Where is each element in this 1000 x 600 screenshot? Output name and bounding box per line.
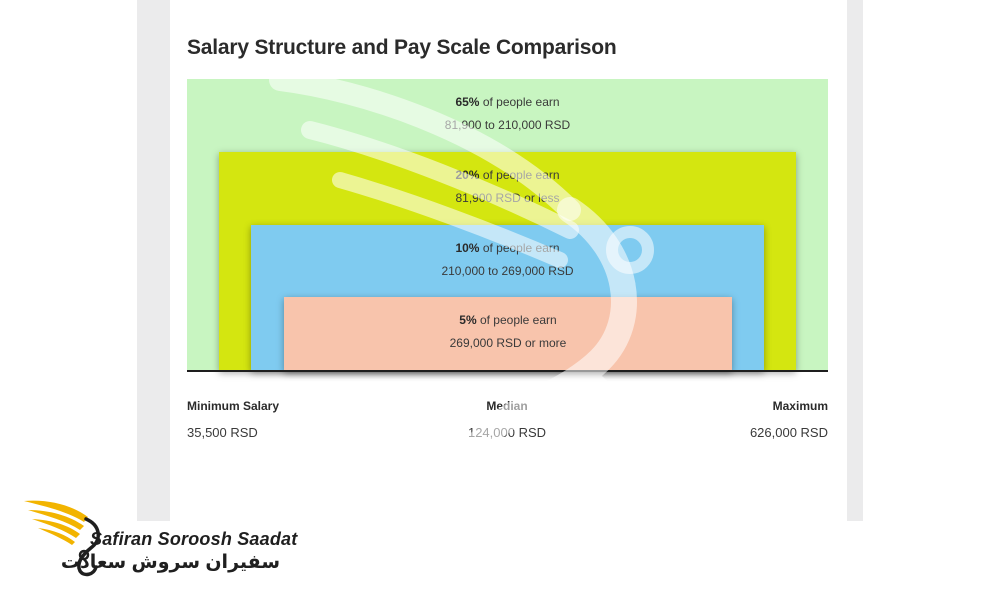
band-5-percent-value: 5% (459, 313, 477, 327)
band-65-range: 81,900 to 210,000 RSD (444, 118, 571, 132)
band-65-text: of people earn (482, 95, 560, 109)
band-5-share: 5% of people earn (284, 313, 732, 328)
chart-baseline (187, 370, 828, 372)
band-10-percent-value: 10% (455, 241, 480, 255)
minimum-salary-value: 35,500 RSD (187, 425, 258, 440)
band-20-text: of people earn (482, 168, 560, 182)
page-frame-left (137, 0, 170, 521)
maximum-label: Maximum (772, 399, 828, 413)
band-20-share: 20% of people earn (219, 168, 796, 183)
page-frame-right (847, 0, 863, 521)
band-20-range: 81,900 RSD or less (455, 191, 560, 205)
chart-title: Salary Structure and Pay Scale Compariso… (187, 36, 617, 59)
band-65-percent-value: 65% (455, 95, 480, 109)
golden-swan-icon (24, 500, 100, 577)
band-10-text: of people earn (482, 241, 560, 255)
band-5-percent: 5% of people earn 269,000 RSD or more (284, 297, 732, 371)
median-value: 124,000 RSD (467, 425, 547, 440)
median-label: Median (486, 399, 528, 413)
minimum-salary-label: Minimum Salary (187, 399, 280, 413)
band-10-range: 210,000 to 269,000 RSD (441, 264, 574, 278)
band-20-percent-value: 20% (455, 168, 480, 182)
band-5-text: of people earn (479, 313, 557, 327)
company-logo: Safiran Soroosh Saadat سفیران سروش سعادت (20, 495, 310, 585)
band-5-range: 269,000 RSD or more (449, 336, 567, 350)
band-10-share: 10% of people earn (251, 241, 764, 256)
logo-name-persian: سفیران سروش سعادت (60, 552, 280, 573)
logo-name-english: Safiran Soroosh Saadat (90, 529, 298, 549)
maximum-value: 626,000 RSD (749, 425, 828, 440)
band-65-share: 65% of people earn (187, 95, 828, 110)
